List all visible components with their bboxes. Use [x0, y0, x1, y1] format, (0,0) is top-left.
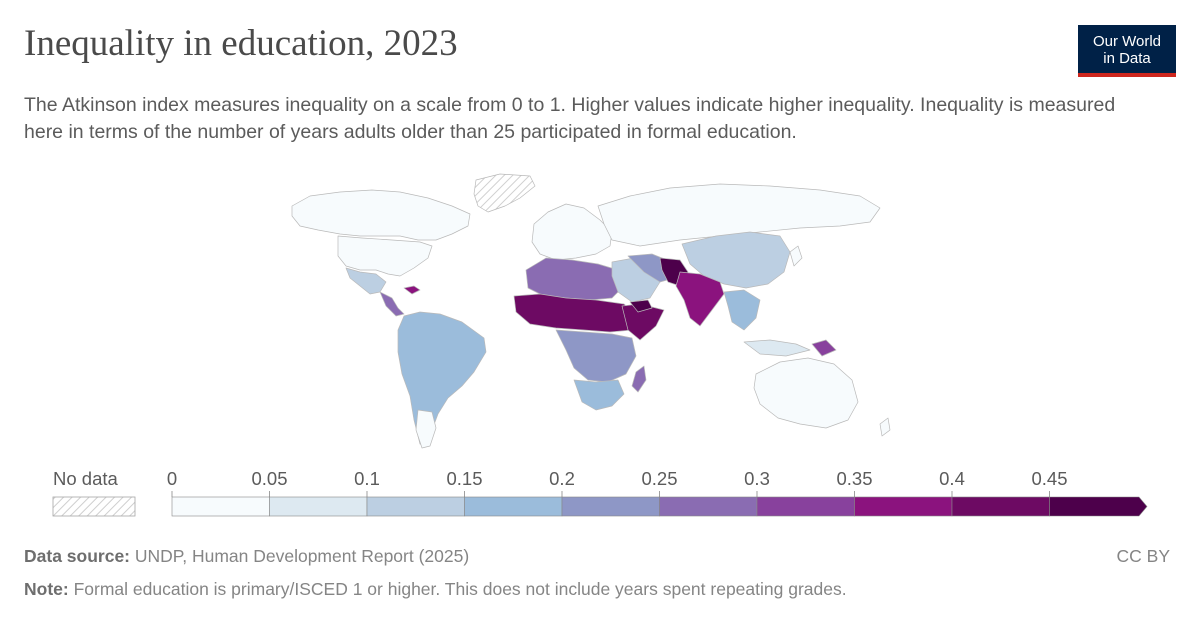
region-caribbean[interactable] [403, 285, 421, 295]
legend-bin-8[interactable] [951, 496, 1050, 517]
legend-tick-label: 0.4 [939, 468, 965, 489]
legend-tick-label: 0.25 [641, 468, 677, 489]
owid-logo[interactable]: Our World in Data [1078, 25, 1176, 77]
legend-tick-label: 0.35 [836, 468, 872, 489]
legend-tick-label: 0.3 [744, 468, 770, 489]
region-australia[interactable] [753, 357, 859, 429]
region-canada[interactable] [291, 189, 471, 241]
footer-note: Note: Formal education is primary/ISCED … [24, 579, 847, 600]
legend-tick-label: 0 [167, 468, 177, 489]
legend-bin-6[interactable] [756, 496, 855, 517]
source-label: Data source: [24, 546, 131, 566]
region-japan[interactable] [789, 245, 803, 267]
legend-bin-1[interactable] [269, 496, 368, 517]
region-mexico[interactable] [345, 267, 387, 295]
logo-line-1: Our World [1092, 33, 1162, 50]
legend-tick-label: 0.15 [446, 468, 482, 489]
region-china[interactable] [681, 231, 791, 289]
note-text: Formal education is primary/ISCED 1 or h… [73, 579, 847, 599]
legend-no-data-swatch[interactable] [52, 496, 136, 517]
source-text[interactable]: UNDP, Human Development Report (2025) [134, 546, 470, 566]
legend-tick-label: 0.1 [354, 468, 380, 489]
region-southern-cone[interactable] [415, 409, 437, 449]
region-madagascar[interactable] [631, 365, 647, 393]
region-new-zealand[interactable] [879, 417, 891, 437]
chart-subtitle: The Atkinson index measures inequality o… [24, 94, 1116, 143]
license-link[interactable]: CC BY [1116, 546, 1170, 566]
region-sahel[interactable] [513, 293, 641, 333]
note-label: Note: [24, 579, 69, 599]
region-south-america[interactable] [397, 311, 487, 447]
legend-tick-label: 0.2 [549, 468, 575, 489]
chart-title: Inequality in education, 2023 [24, 23, 458, 64]
region-southern-africa[interactable] [573, 379, 625, 411]
region-papua[interactable] [811, 339, 837, 357]
legend-bin-2[interactable] [366, 496, 465, 517]
footer-source: Data source: UNDP, Human Development Rep… [24, 546, 469, 567]
region-north-africa[interactable] [525, 257, 623, 301]
logo-line-2: in Data [1103, 50, 1151, 67]
region-se-asia[interactable] [723, 289, 761, 331]
region-europe[interactable] [531, 203, 613, 261]
legend-bin-0[interactable] [171, 496, 270, 517]
region-central-america[interactable] [379, 291, 405, 317]
legend-bin-7[interactable] [854, 496, 953, 517]
legend-bin-5[interactable] [659, 496, 758, 517]
region-yemen[interactable] [629, 299, 653, 313]
region-india[interactable] [675, 271, 725, 327]
legend-bin-9[interactable] [1049, 496, 1148, 517]
region-central-africa[interactable] [555, 329, 637, 383]
region-greenland[interactable] [473, 173, 536, 213]
legend: No data 0 0.05 0.1 0.15 0.2 0.25 0.3 0.35 0.4 0.4… [52, 468, 1148, 517]
region-indonesia[interactable] [743, 339, 811, 357]
legend-tick-label: 0.45 [1031, 468, 1067, 489]
legend-bin-4[interactable] [561, 496, 660, 517]
region-russia[interactable] [597, 183, 881, 247]
region-usa[interactable] [337, 235, 433, 277]
legend-tick-label: 0.05 [251, 468, 287, 489]
legend-bin-3[interactable] [464, 496, 563, 517]
legend-no-data-label: No data [53, 468, 119, 489]
